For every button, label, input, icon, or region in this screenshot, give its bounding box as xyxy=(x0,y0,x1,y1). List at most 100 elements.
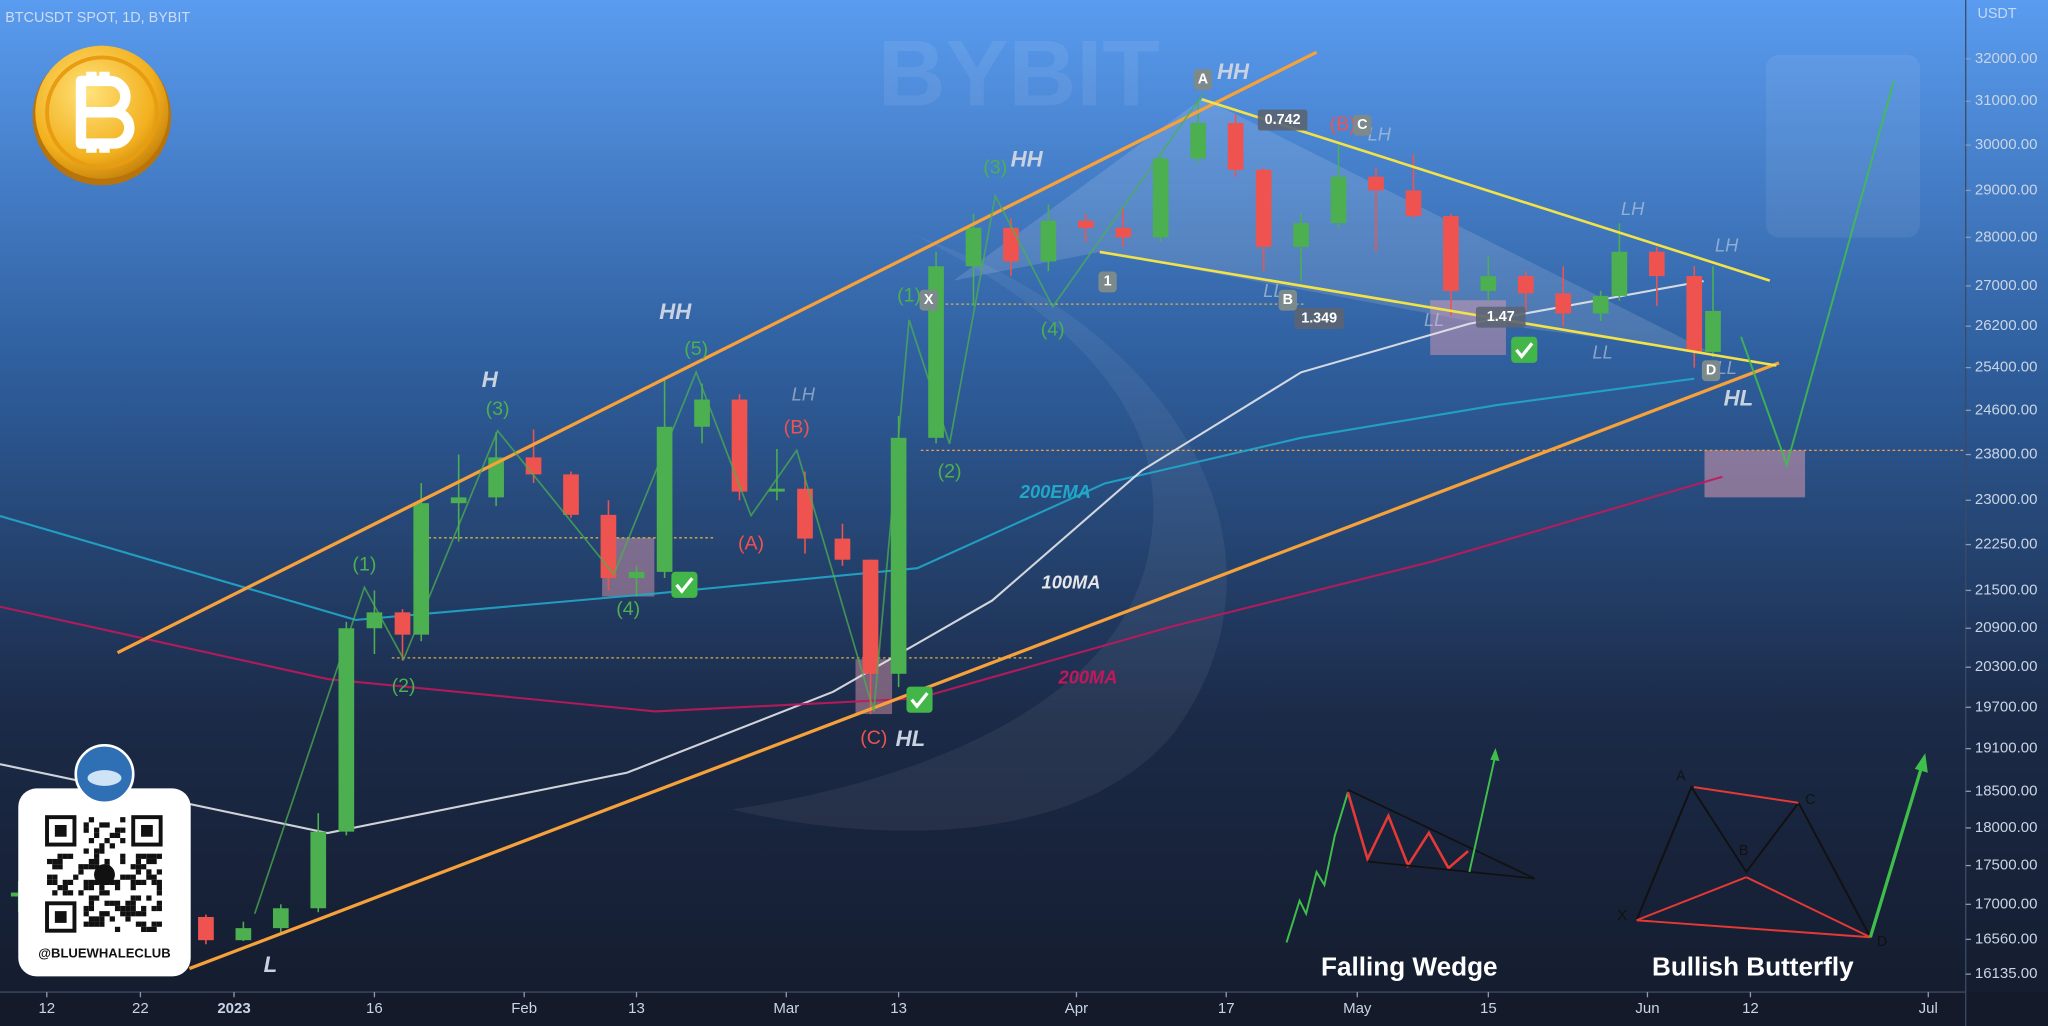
qr-cell xyxy=(94,848,100,854)
y-tick-label: 30000.00 xyxy=(1975,136,2038,153)
y-tick-label: 21500.00 xyxy=(1975,581,2038,598)
channel-upper xyxy=(116,50,1318,655)
qr-finder xyxy=(131,815,163,847)
y-tick-label: 28000.00 xyxy=(1975,228,2038,245)
qr-cell xyxy=(114,900,121,906)
x-tick-label: May xyxy=(1343,1000,1372,1017)
candle-body xyxy=(1255,169,1272,247)
qr-logo xyxy=(94,864,115,886)
candle-body xyxy=(272,908,289,929)
y-tick-label: 22250.00 xyxy=(1975,536,2038,553)
annotation: X xyxy=(924,292,934,308)
annotation: (4) xyxy=(616,598,640,620)
annotation: L xyxy=(264,952,278,977)
annotation: LL xyxy=(1424,309,1444,330)
qr-cell xyxy=(62,885,68,891)
qr-cell xyxy=(130,864,136,870)
qr-cell xyxy=(47,874,53,880)
wave-path xyxy=(253,93,1204,915)
y-tick-label: 31000.00 xyxy=(1975,92,2038,109)
qr-cell xyxy=(135,911,142,917)
qr-finder xyxy=(45,815,77,847)
ratio-box xyxy=(1475,306,1526,328)
qr-cell xyxy=(141,879,147,886)
qr-cell xyxy=(52,890,58,896)
y-axis-label: USDT xyxy=(1977,6,2016,22)
qr-cell xyxy=(67,853,74,859)
qr-cell xyxy=(125,900,131,906)
ratio-box xyxy=(1294,308,1344,329)
annotation: HH xyxy=(1217,59,1250,84)
candle-body xyxy=(1368,176,1384,191)
qr-cell xyxy=(130,905,136,912)
qr-cell xyxy=(67,879,74,886)
ratio-box xyxy=(1257,109,1308,131)
y-tick-label: 18500.00 xyxy=(1975,782,2038,799)
x-tick-label: 2023 xyxy=(217,1000,250,1017)
qr-cell xyxy=(156,890,162,896)
candle-body xyxy=(1227,123,1244,170)
qr-cell xyxy=(120,817,126,823)
butterfly-point: B xyxy=(1739,843,1749,859)
annotation: LH xyxy=(1715,235,1739,256)
qr-cell xyxy=(88,900,95,906)
qr-finder xyxy=(45,901,77,933)
annotation: (B) xyxy=(784,416,810,438)
qr-cell xyxy=(114,832,121,839)
annotation: 1.349 xyxy=(1301,310,1337,326)
ma-line xyxy=(0,280,1704,835)
qr-finder xyxy=(141,824,153,837)
qr-cell xyxy=(135,895,142,901)
qr-cell xyxy=(88,864,95,870)
candle-body xyxy=(694,399,710,427)
candle-body xyxy=(1480,276,1497,291)
candle-body xyxy=(769,488,785,492)
qr-cell xyxy=(135,864,142,870)
candle-body xyxy=(366,612,383,629)
qr-cell xyxy=(125,874,131,880)
channel-lower xyxy=(188,361,1780,971)
candle-body xyxy=(1115,227,1132,238)
qr-cell xyxy=(141,864,147,870)
qr-cell xyxy=(83,864,89,870)
qr-cell xyxy=(78,869,84,875)
chart-title: BTCUSDT SPOT, 1D, BYBIT xyxy=(5,10,190,26)
annotation: 0.742 xyxy=(1265,112,1301,128)
watermark-logo xyxy=(731,234,1227,831)
qr-cell xyxy=(83,848,89,854)
candle-body xyxy=(890,437,907,674)
candle-body xyxy=(1705,310,1721,352)
x-tick-label: 13 xyxy=(890,1000,907,1017)
qr-cell xyxy=(83,911,89,917)
annotation: (2) xyxy=(392,675,416,697)
qr-cell xyxy=(151,858,157,865)
qr-cell xyxy=(94,827,100,833)
qr-cell xyxy=(151,921,157,927)
candle-body xyxy=(1517,276,1534,294)
y-tick-label: 20300.00 xyxy=(1975,658,2038,675)
candle-body xyxy=(450,497,467,504)
point-box xyxy=(1353,114,1372,136)
candle-body xyxy=(656,426,673,572)
qr-cell xyxy=(141,905,147,912)
qr-cell xyxy=(151,926,157,933)
qr-cell xyxy=(104,911,110,917)
annotation: (A) xyxy=(738,533,764,555)
qr-cell xyxy=(114,885,121,891)
qr-cell xyxy=(114,879,121,886)
x-tick-label: Apr xyxy=(1065,1000,1088,1017)
candle-body xyxy=(1040,220,1057,262)
y-tick-label: 17000.00 xyxy=(1975,895,2038,912)
qr-cell xyxy=(67,890,74,896)
point-box xyxy=(1278,289,1297,311)
qr-cell xyxy=(156,869,162,875)
x-tick-label: Feb xyxy=(511,1000,537,1017)
qr-cell xyxy=(99,911,105,917)
qr-cell xyxy=(151,874,157,880)
y-tick-label: 20900.00 xyxy=(1975,619,2038,636)
annotation: C xyxy=(1357,117,1367,133)
point-box xyxy=(1098,271,1117,293)
qr-cell xyxy=(52,874,58,880)
y-tick-label: 29000.00 xyxy=(1975,181,2038,198)
